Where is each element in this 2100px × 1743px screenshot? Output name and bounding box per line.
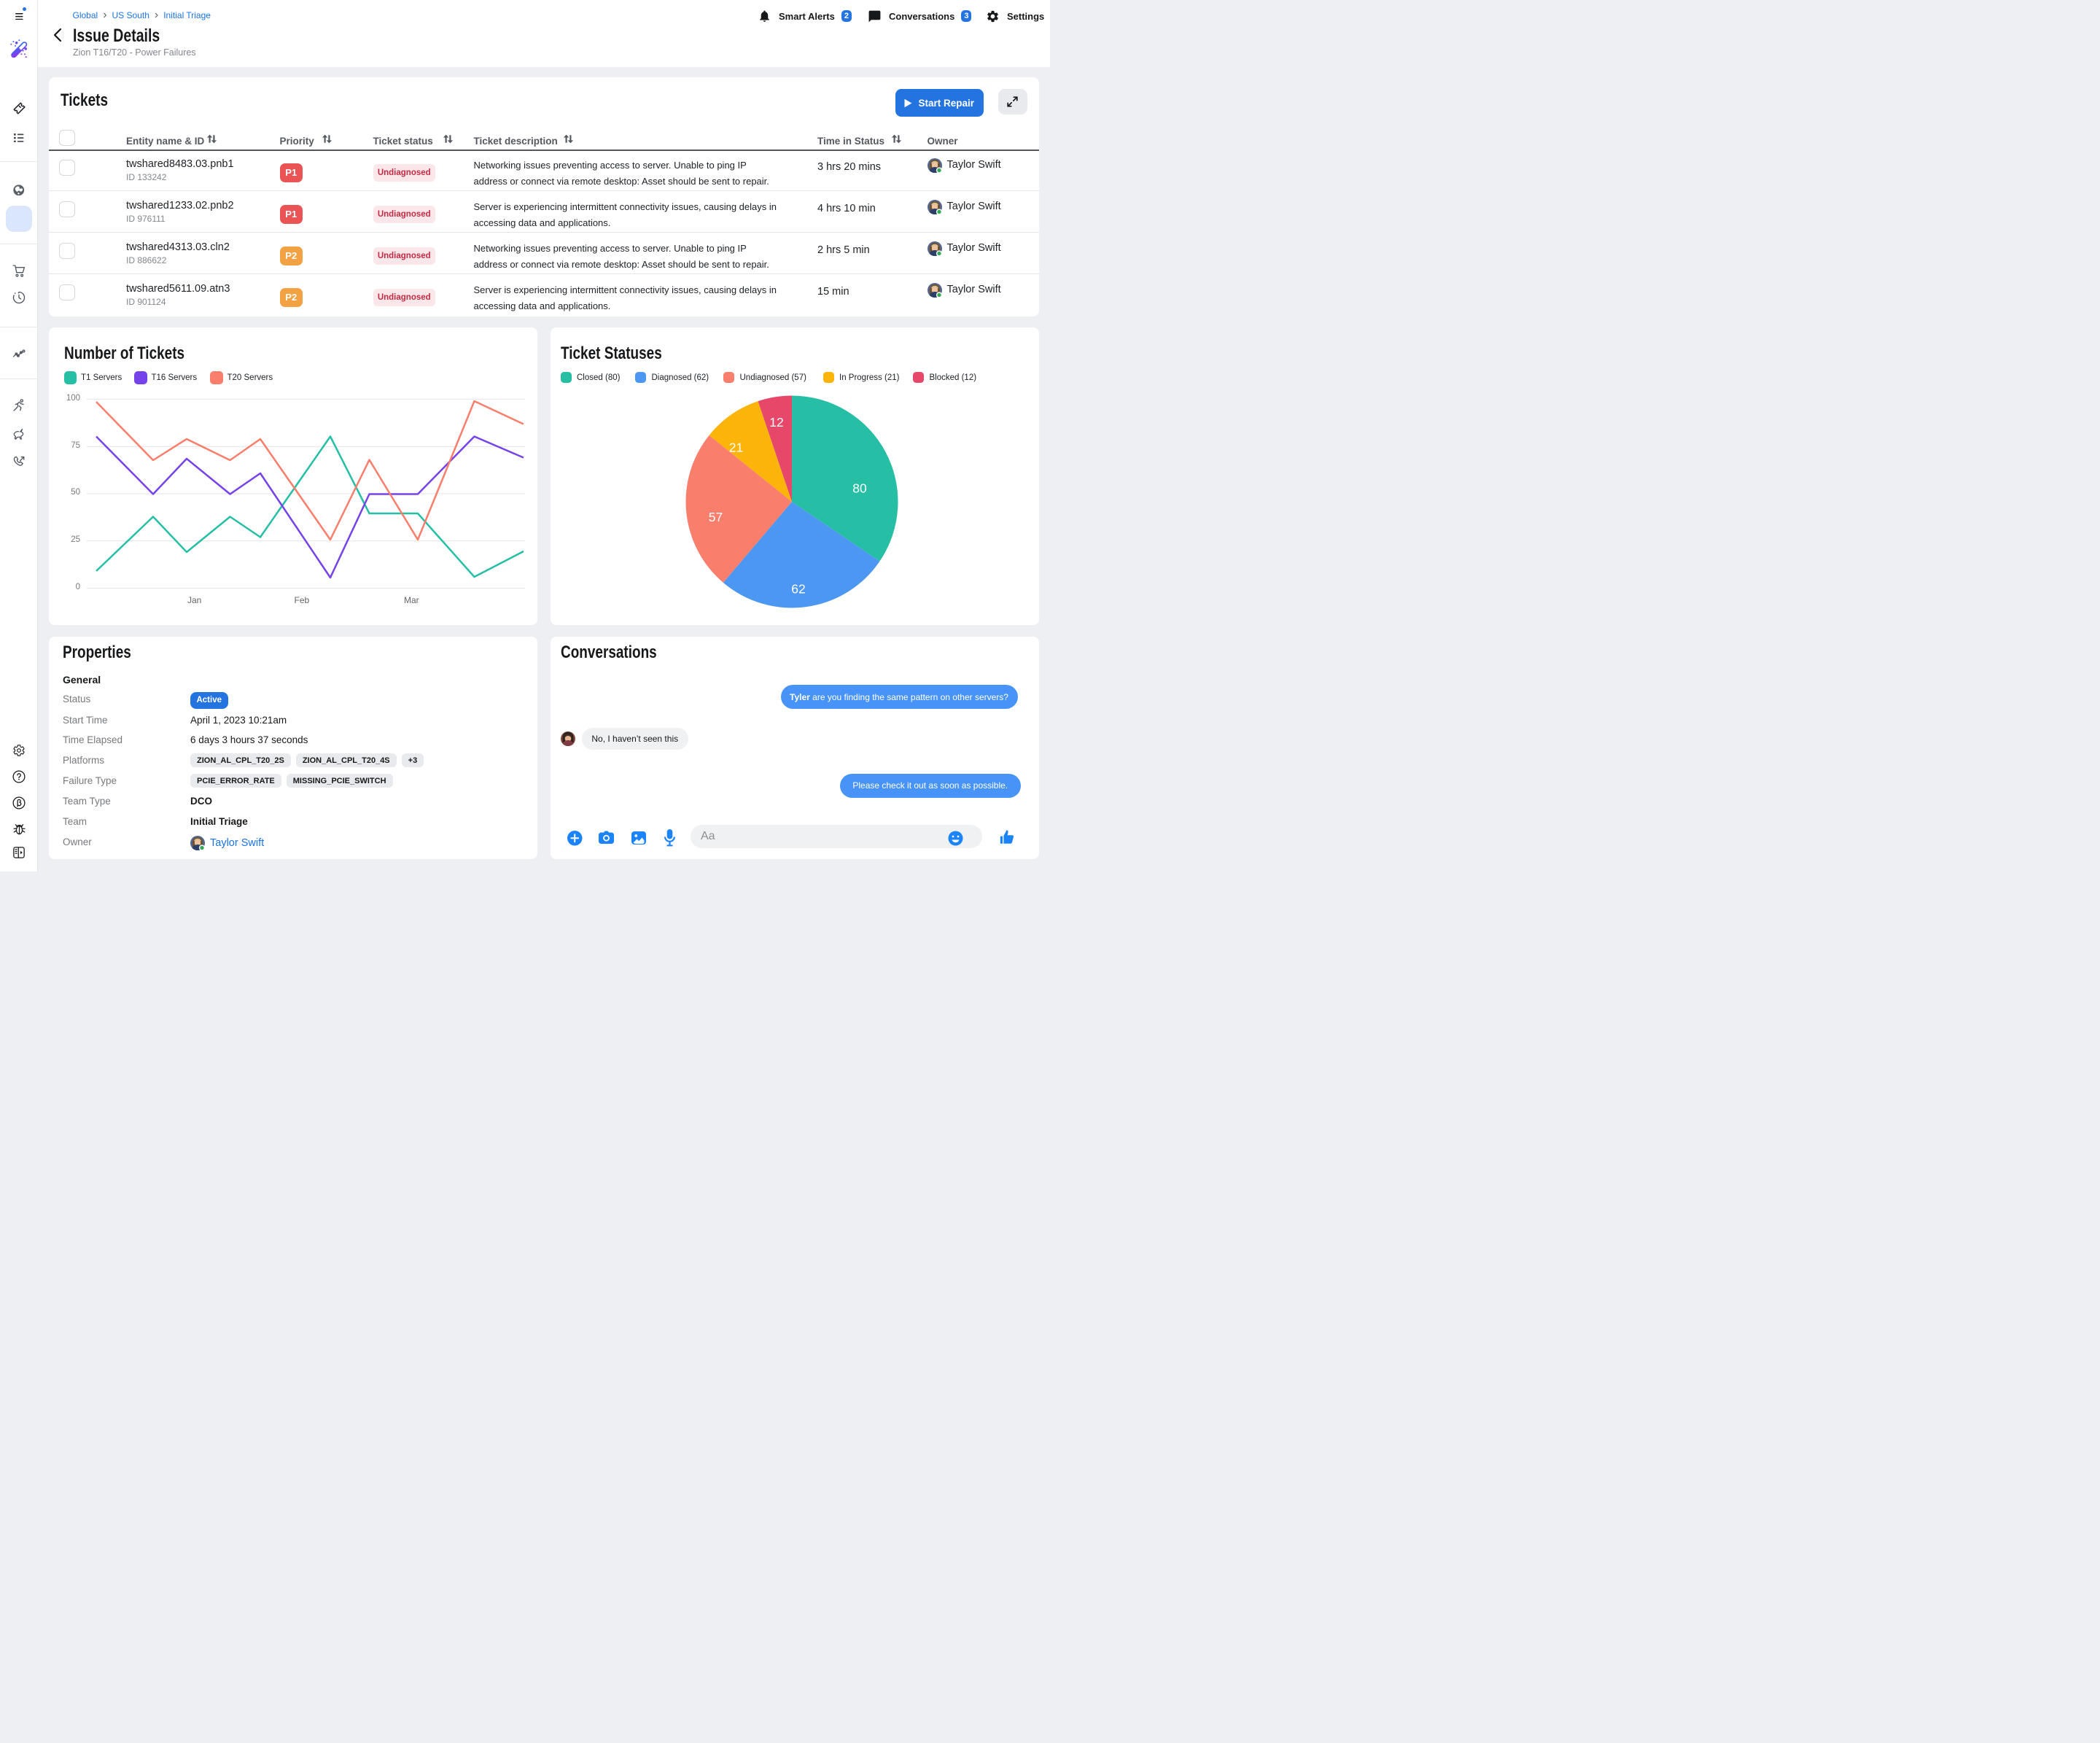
svg-text:57: 57 xyxy=(709,510,723,524)
svg-text:62: 62 xyxy=(791,582,805,597)
svg-text:80: 80 xyxy=(852,481,867,496)
svg-text:12: 12 xyxy=(769,415,783,430)
svg-text:21: 21 xyxy=(729,440,743,455)
